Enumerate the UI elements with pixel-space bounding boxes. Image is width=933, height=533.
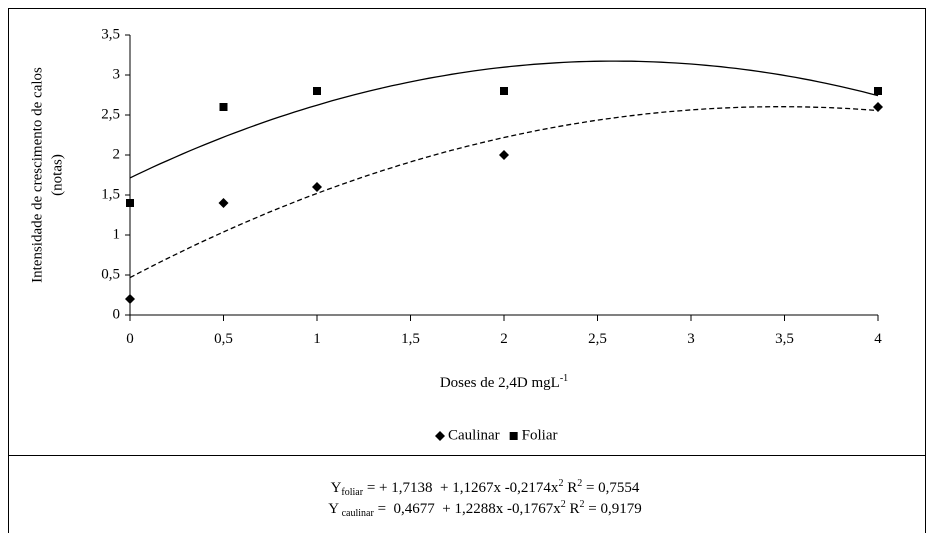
data-point [874, 87, 882, 95]
data-point [218, 198, 229, 208]
x-tick-label: 3 [687, 331, 695, 347]
y-axis-label-line: (notas) [49, 154, 65, 196]
equation-superscript: 2 [561, 499, 566, 510]
x-axis-label-text: Doses de 2,4D mgL [440, 375, 560, 391]
y-tick-label: 2,5 [101, 106, 120, 122]
x-tick-label: 2 [500, 331, 508, 347]
equation-superscript: 2 [558, 478, 563, 489]
data-point [873, 102, 883, 112]
equation-part: R [563, 480, 577, 496]
equation-part: R [566, 501, 580, 517]
data-point [312, 182, 322, 192]
x-tick-label: 1,5 [401, 331, 420, 347]
x-tick-label: 2,5 [588, 331, 607, 347]
y-tick-label: 2 [113, 146, 121, 162]
data-point [500, 87, 508, 95]
y-tick-label: 3,5 [101, 26, 120, 42]
equation: Y caulinar = 0,4677 + 1,2288x -0,1767x2 … [328, 499, 641, 519]
y-tick-label: 1 [113, 226, 121, 242]
data-point [219, 103, 228, 111]
x-tick-label: 4 [874, 331, 882, 347]
equation-part: Y [328, 501, 339, 517]
legend-marker [435, 431, 445, 441]
legend-label: Caulinar [448, 427, 500, 443]
y-axis-label: Intensidade de crescimento de calos (not… [29, 67, 65, 283]
data-point [125, 294, 135, 304]
trend-line [129, 106, 879, 279]
trend-line [129, 60, 879, 179]
x-axis-label-superscript: -1 [560, 373, 568, 384]
equation-subscript: caulinar [339, 508, 374, 519]
data-point [499, 150, 509, 160]
equation-superscript: 2 [580, 499, 585, 510]
equation: Yfoliar = + 1,7138 + 1,1267x -0,2174x2 R… [331, 478, 640, 498]
equation-part: = 0,4677 + 1,2288x -0,1767x [374, 501, 561, 517]
chart-frame [8, 8, 926, 456]
legend-label: Foliar [522, 427, 558, 443]
equation-superscript: 2 [577, 478, 582, 489]
x-tick-label: 0 [126, 331, 134, 347]
x-tick-label: 3,5 [775, 331, 794, 347]
y-tick-label: 1,5 [101, 186, 120, 202]
x-tick-label: 1 [313, 331, 321, 347]
x-tick-label: 0,5 [214, 331, 233, 347]
equation-part: Y [331, 480, 342, 496]
legend-marker [509, 432, 518, 440]
y-tick-label: 3 [113, 66, 121, 82]
y-tick-label: 0 [113, 306, 121, 322]
equation-part: = + 1,7138 + 1,1267x -0,2174x [363, 480, 559, 496]
equation-part: = 0,9179 [585, 501, 642, 517]
y-tick-label: 0,5 [101, 266, 120, 282]
data-point [126, 199, 134, 207]
equation-part: = 0,7554 [582, 480, 640, 496]
data-point [313, 87, 321, 95]
legend: Caulinar Foliar [435, 427, 558, 443]
equation-subscript: foliar [341, 487, 363, 498]
y-axis-label-line: Intensidade de crescimento de calos [29, 67, 45, 283]
x-axis-label: Doses de 2,4D mgL-1 [440, 373, 568, 391]
